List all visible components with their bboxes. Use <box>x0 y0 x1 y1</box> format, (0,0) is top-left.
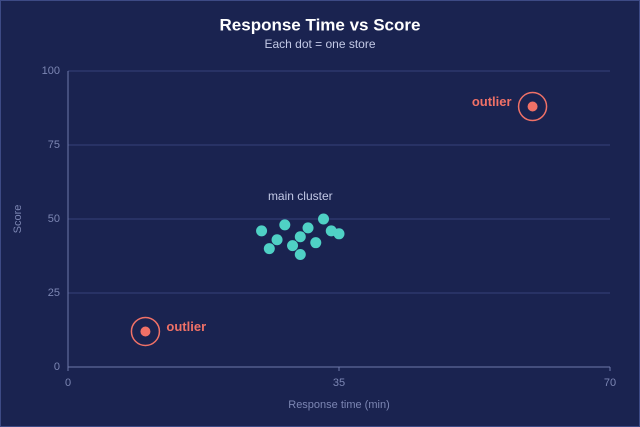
cluster-label: main cluster <box>268 189 333 203</box>
x-tick-label: 0 <box>65 377 71 389</box>
point <box>256 225 268 237</box>
y-tick-label: 75 <box>48 139 60 151</box>
outlier-label: outlier <box>472 94 512 109</box>
point <box>294 249 306 261</box>
point <box>310 237 322 249</box>
x-axis-label: Response time (min) <box>288 399 389 411</box>
point <box>318 213 330 225</box>
y-axis-label: Score <box>12 205 24 234</box>
point <box>140 326 151 337</box>
point <box>527 101 538 112</box>
point <box>302 222 314 234</box>
y-tick-label: 100 <box>42 65 60 77</box>
y-tick-label: 0 <box>54 361 60 373</box>
y-tick-label: 50 <box>48 213 60 225</box>
outlier-ring <box>130 316 161 347</box>
point <box>263 243 275 255</box>
point <box>287 240 299 252</box>
point <box>294 231 306 243</box>
x-tick-label: 70 <box>604 377 616 389</box>
chart-title: Response Time vs Score <box>220 15 421 34</box>
point <box>333 228 345 240</box>
outlier-ring <box>517 91 548 122</box>
x-tick-label: 35 <box>333 377 345 389</box>
y-tick-label: 25 <box>48 287 60 299</box>
point <box>271 234 283 246</box>
outlier-label: outlier <box>166 319 206 334</box>
point <box>279 219 291 231</box>
chart-subtitle: Each dot = one store <box>264 37 375 51</box>
